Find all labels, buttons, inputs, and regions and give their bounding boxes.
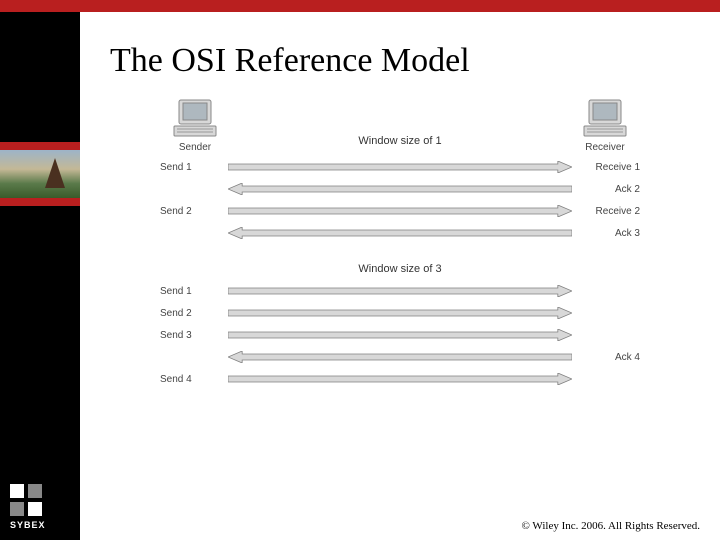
flow-row: Send 1 bbox=[160, 281, 640, 301]
sender-block: Sender bbox=[160, 98, 230, 153]
arrow-holder bbox=[228, 373, 572, 385]
photo-thumbnail bbox=[0, 150, 80, 198]
red-stripe bbox=[0, 198, 80, 206]
flow-row: Send 4 bbox=[160, 369, 640, 389]
flow-right-label: Ack 3 bbox=[578, 228, 640, 239]
arrow-right-icon bbox=[228, 161, 572, 173]
section1-rows: Send 1 Receive 1 Ack 2 Send 2 Receive 2 Ack 3 bbox=[160, 157, 640, 243]
flow-left-label: Send 1 bbox=[160, 286, 222, 297]
arrow-right-icon bbox=[228, 329, 572, 341]
red-stripe bbox=[0, 142, 80, 150]
flow-row: Send 3 bbox=[160, 325, 640, 345]
brand-text: SYBEX bbox=[10, 520, 70, 530]
arrow-right-icon bbox=[228, 373, 572, 385]
flow-left-label: Send 2 bbox=[160, 308, 222, 319]
arrow-right-icon bbox=[228, 205, 572, 217]
arrow-right-icon bbox=[228, 285, 572, 297]
diagram-header-row: Sender Window size of 1 Receiver bbox=[160, 98, 640, 153]
section2-heading: Window size of 3 bbox=[160, 263, 640, 275]
flow-right-label: Ack 4 bbox=[578, 352, 640, 363]
logo-icon bbox=[10, 484, 42, 516]
flow-row: Send 2 bbox=[160, 303, 640, 323]
arrow-holder bbox=[228, 161, 572, 173]
flow-row: Send 1 Receive 1 bbox=[160, 157, 640, 177]
arrow-holder bbox=[228, 205, 572, 217]
flow-left-label: Send 1 bbox=[160, 162, 222, 173]
computer-icon bbox=[170, 98, 220, 140]
flow-row: Send 2 Receive 2 bbox=[160, 201, 640, 221]
section1-heading: Window size of 1 bbox=[230, 135, 570, 153]
brand-logo: SYBEX bbox=[10, 484, 70, 530]
arrow-holder bbox=[228, 285, 572, 297]
flow-right-label: Receive 1 bbox=[578, 162, 640, 173]
page-title: The OSI Reference Model bbox=[110, 42, 690, 80]
top-accent-bar bbox=[0, 0, 720, 12]
flow-row: Ack 2 bbox=[160, 179, 640, 199]
flow-left-label: Send 3 bbox=[160, 330, 222, 341]
arrow-left-icon bbox=[228, 351, 572, 363]
receiver-block: Receiver bbox=[570, 98, 640, 153]
arrow-holder bbox=[228, 329, 572, 341]
arrow-holder bbox=[228, 307, 572, 319]
flow-row: Ack 3 bbox=[160, 223, 640, 243]
flow-row: Ack 4 bbox=[160, 347, 640, 367]
section2-rows: Send 1 Send 2 Send 3 Ack 4 Send 4 bbox=[160, 281, 640, 389]
sender-label: Sender bbox=[160, 142, 230, 153]
flow-left-label: Send 2 bbox=[160, 206, 222, 217]
copyright-text: © Wiley Inc. 2006. All Rights Reserved. bbox=[522, 520, 701, 532]
computer-icon bbox=[580, 98, 630, 140]
arrow-holder bbox=[228, 351, 572, 363]
flow-right-label: Receive 2 bbox=[578, 206, 640, 217]
sidebar: SYBEX bbox=[0, 12, 80, 540]
flow-right-label: Ack 2 bbox=[578, 184, 640, 195]
arrow-right-icon bbox=[228, 307, 572, 319]
arrow-left-icon bbox=[228, 227, 572, 239]
arrow-holder bbox=[228, 183, 572, 195]
flow-left-label: Send 4 bbox=[160, 374, 222, 385]
arrow-holder bbox=[228, 227, 572, 239]
arrow-left-icon bbox=[228, 183, 572, 195]
sidebar-blocks bbox=[0, 12, 80, 206]
windowing-diagram: Sender Window size of 1 Receiver Send 1 R… bbox=[160, 98, 640, 389]
receiver-label: Receiver bbox=[570, 142, 640, 153]
main-content: The OSI Reference Model Sender Window si… bbox=[80, 12, 720, 540]
